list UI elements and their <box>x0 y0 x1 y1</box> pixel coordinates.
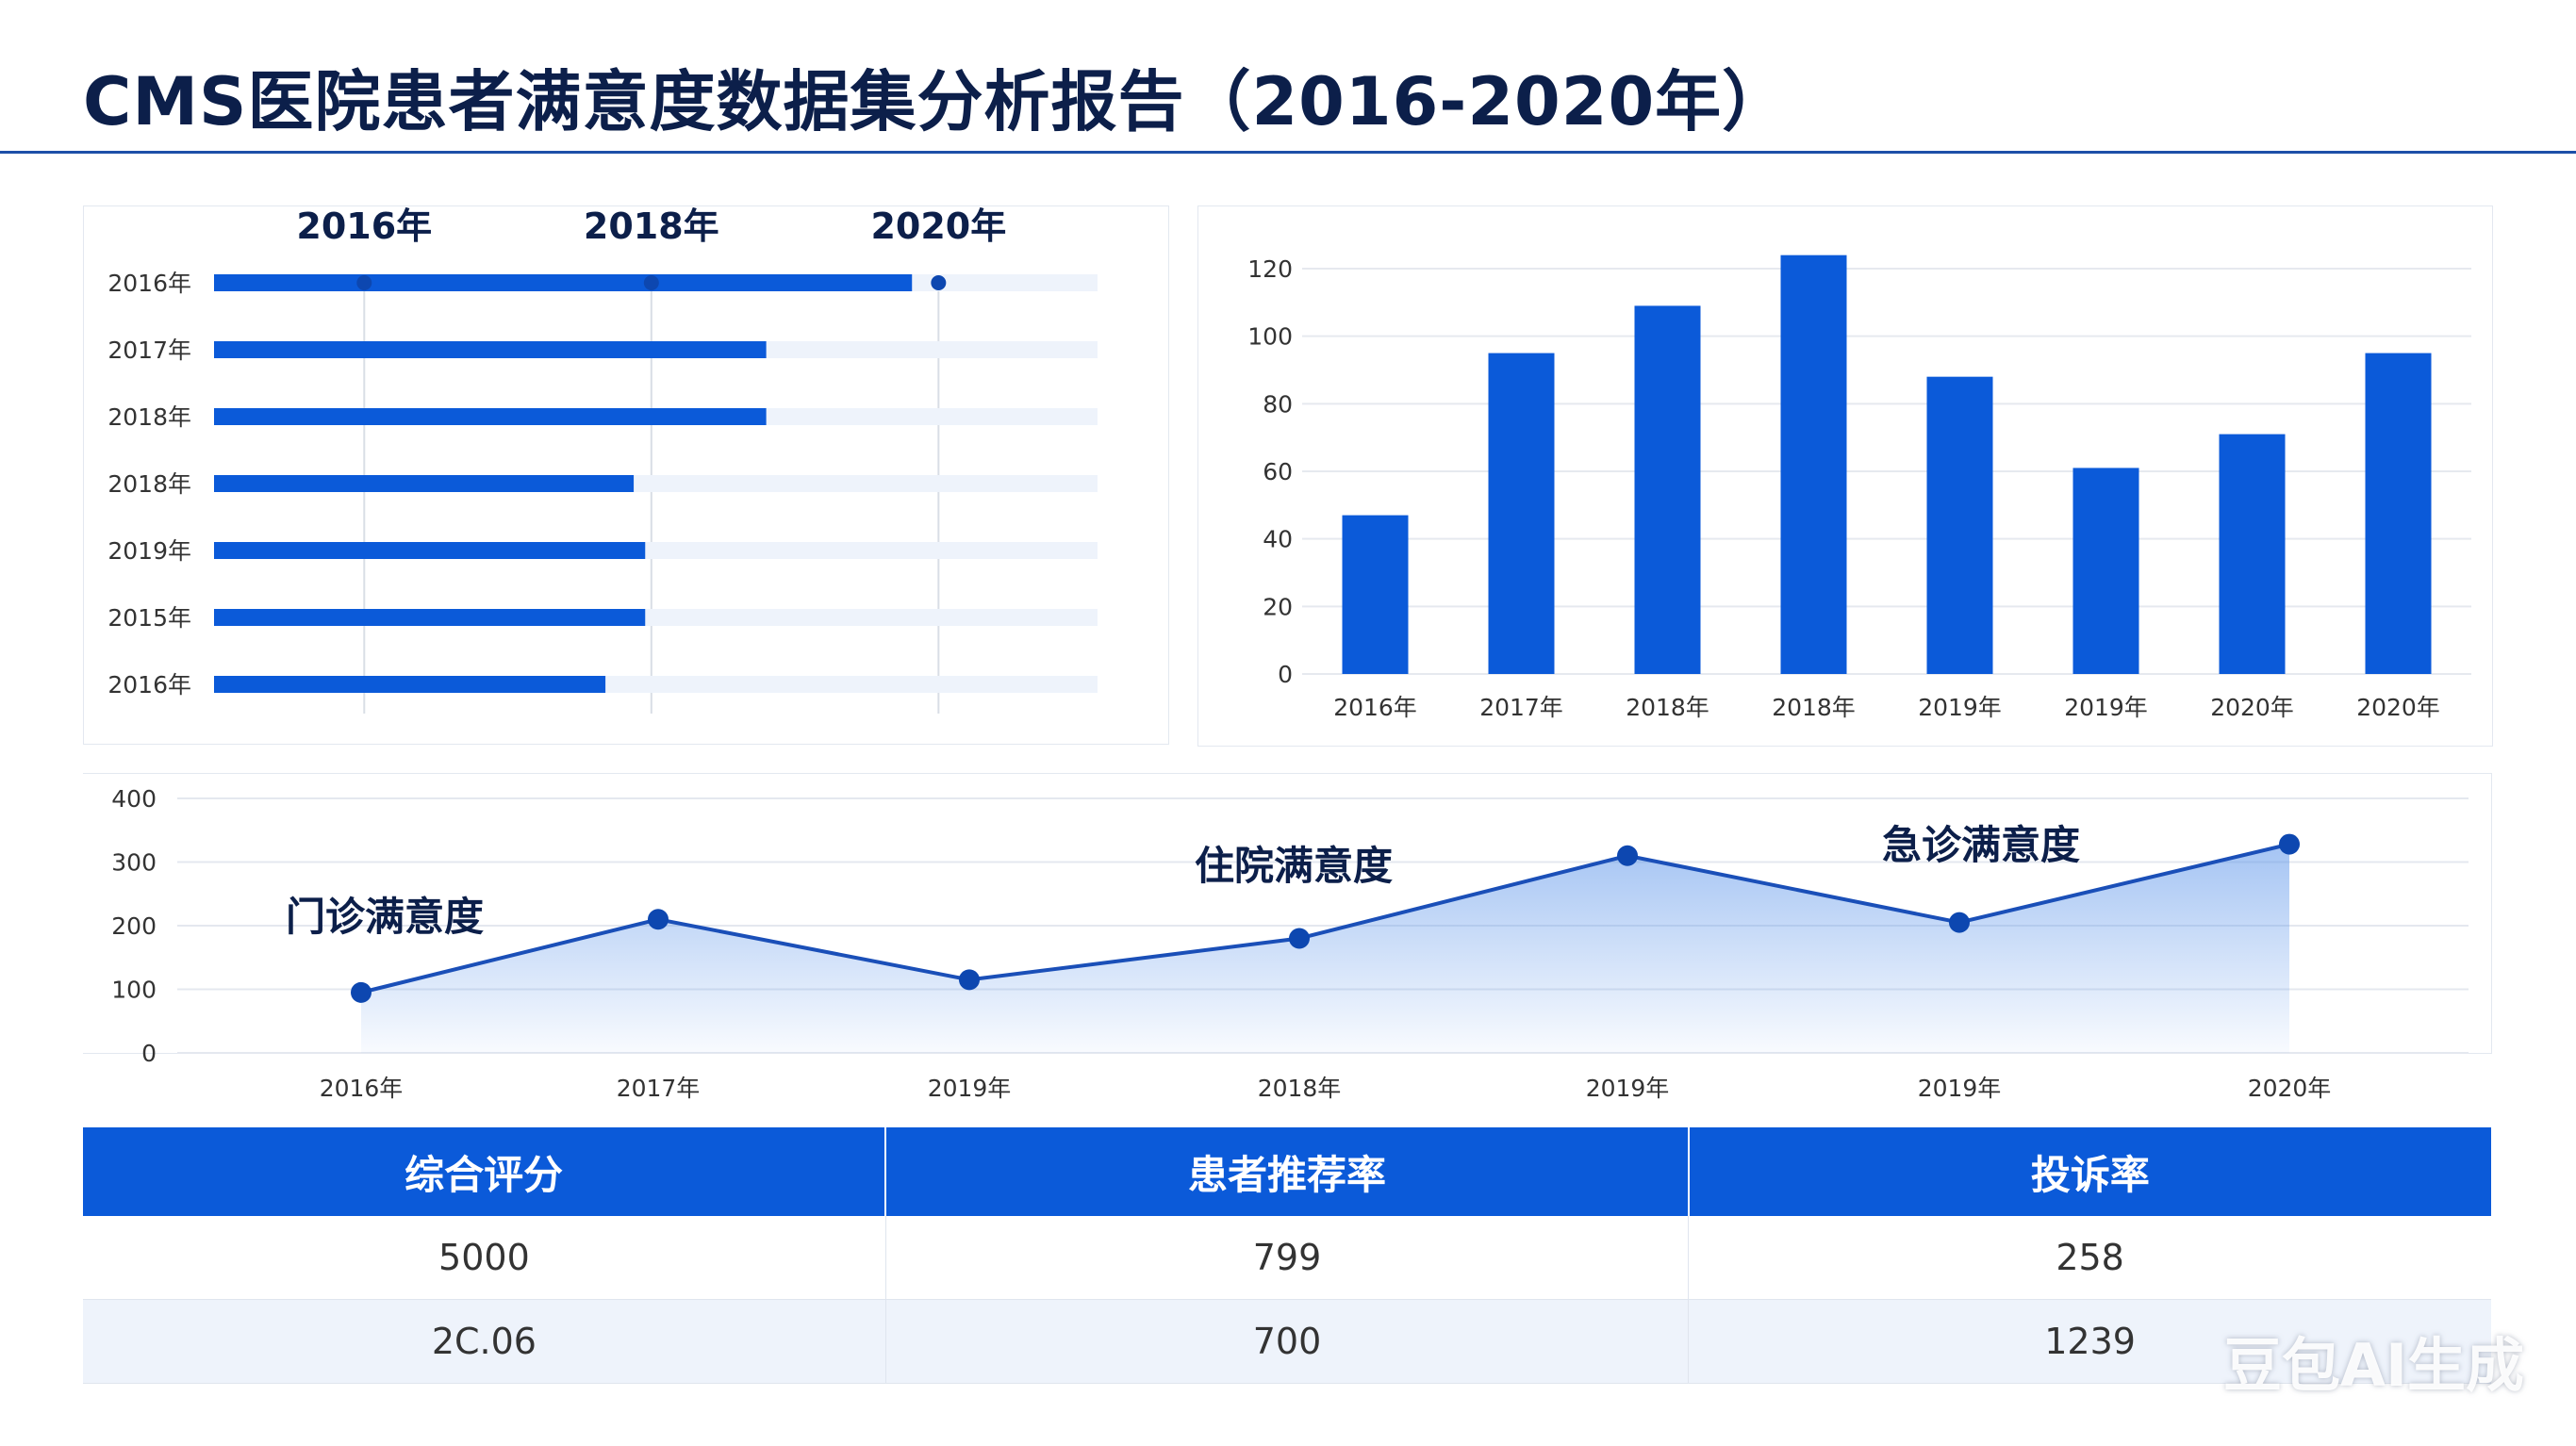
y-tick-label: 0 <box>141 1040 157 1067</box>
data-point <box>1949 912 1970 933</box>
x-tick-label: 2019年 <box>928 1075 1012 1102</box>
y-tick-label: 200 <box>111 912 157 940</box>
table-cell: 700 <box>885 1299 1690 1384</box>
x-tick-label: 2019年 <box>1918 694 2002 721</box>
marker-dot <box>643 275 659 290</box>
bar <box>2365 353 2432 674</box>
bar <box>1634 305 1701 674</box>
x-tick-label: 2020年 <box>2210 694 2294 721</box>
x-tick-label: 2017年 <box>617 1075 701 1102</box>
y-tick-label: 2015年 <box>107 604 191 632</box>
x-tick-label: 2018年 <box>1258 1075 1342 1102</box>
data-point <box>1289 928 1310 949</box>
annotation-label: 住院满意度 <box>1195 843 1393 889</box>
x-tick-label: 2019年 <box>1586 1075 1670 1102</box>
top-label: 2020年 <box>870 206 1006 247</box>
table-cell: 258 <box>1688 1216 2491 1300</box>
bar <box>214 408 767 425</box>
y-tick-label: 20 <box>1263 593 1293 620</box>
y-tick-label: 2016年 <box>107 270 191 297</box>
bar <box>2219 434 2286 674</box>
annotation-label: 门诊满意度 <box>286 894 484 940</box>
y-tick-label: 40 <box>1263 526 1293 553</box>
y-tick-label: 400 <box>111 785 157 813</box>
page-title: CMS医院患者满意度数据集分析报告（2016-2020年） <box>83 63 1790 140</box>
table-cell: 5000 <box>83 1216 886 1300</box>
y-tick-label: 80 <box>1263 390 1293 418</box>
vertical-bar-chart-panel: 0 20 40 60 80 100 120 2016年 2017年 2018年 2018年 2019… <box>1197 205 2493 747</box>
vertical-bar-chart: 0 20 40 60 80 100 120 2016年 2017年 2018年 2018年 2019… <box>1247 255 2471 721</box>
marker-dot <box>931 275 947 290</box>
table-header-row: 综合评分 患者推荐率 投诉率 <box>83 1127 2491 1216</box>
x-tick-label: 2017年 <box>1479 694 1563 721</box>
y-tick-label: 100 <box>111 977 157 1004</box>
area-fill <box>361 844 2289 1053</box>
data-point <box>648 909 669 930</box>
bar <box>214 341 767 358</box>
x-tick-label: 2016年 <box>320 1075 404 1102</box>
horizontal-bar-chart: 2016年 2018年 2020年 2016年 2017年 2018年 2018年 2019… <box>107 205 1098 714</box>
y-tick-label: 60 <box>1263 458 1293 485</box>
bar <box>1780 255 1847 674</box>
data-point <box>1617 845 1638 866</box>
y-tick-label: 2019年 <box>107 537 191 565</box>
y-tick-label: 300 <box>111 849 157 877</box>
y-tick-label: 0 <box>1278 661 1293 688</box>
table-cell: 2C.06 <box>83 1299 886 1384</box>
x-tick-label: 2019年 <box>2064 694 2148 721</box>
bar <box>1342 515 1409 674</box>
table-header-complaint-rate: 投诉率 <box>1688 1127 2491 1216</box>
kpi-table: 综合评分 患者推荐率 投诉率 5000 799 258 2C.06 700 12… <box>83 1127 2491 1384</box>
data-point <box>351 981 372 1003</box>
bar <box>214 676 606 693</box>
top-label: 2018年 <box>584 206 719 247</box>
table-cell: 799 <box>885 1216 1690 1300</box>
table-row: 5000 799 258 <box>83 1216 2491 1300</box>
bar <box>1926 376 1993 674</box>
marker-dot <box>356 275 372 290</box>
bar <box>214 542 646 559</box>
y-tick-label: 120 <box>1247 255 1293 283</box>
x-tick-label: 2020年 <box>2248 1075 2332 1102</box>
y-tick-label: 2018年 <box>107 403 191 431</box>
area-line-chart: 0 100 200 300 400 2016年 2017年 2019年 2018年 2019年 2… <box>111 785 2469 1102</box>
area-line-chart-panel: 0 100 200 300 400 2016年 2017年 2019年 2018年 2019年 2… <box>83 773 2492 1102</box>
bar <box>214 475 635 492</box>
x-tick-label: 2019年 <box>1918 1075 2002 1102</box>
x-tick-label: 2016年 <box>1333 694 1417 721</box>
table-row: 2C.06 700 1239 <box>83 1299 2491 1384</box>
x-tick-label: 2018年 <box>1626 694 1709 721</box>
x-tick-label: 2018年 <box>1772 694 1856 721</box>
data-point <box>2279 833 2300 855</box>
watermark: 豆包AI生成 <box>2223 1331 2525 1400</box>
table-header-overall-score: 综合评分 <box>83 1127 887 1216</box>
bar <box>1488 353 1555 674</box>
bar <box>214 609 646 626</box>
y-tick-label: 2016年 <box>107 671 191 698</box>
top-label: 2016年 <box>296 206 432 247</box>
data-point <box>959 969 980 991</box>
y-tick-label: 100 <box>1247 323 1293 351</box>
x-tick-label: 2020年 <box>2356 694 2440 721</box>
table-header-recommend-rate: 患者推荐率 <box>885 1127 1690 1216</box>
table-cell: 1239 <box>1688 1299 2491 1384</box>
y-tick-label: 2017年 <box>107 337 191 364</box>
horizontal-bar-chart-panel: 2016年 2018年 2020年 2016年 2017年 2018年 2018年 2019… <box>83 205 1169 745</box>
y-tick-label: 2018年 <box>107 470 191 498</box>
annotation-label: 急诊满意度 <box>1882 822 2080 868</box>
bar <box>2072 468 2139 674</box>
bar <box>214 274 913 291</box>
title-divider <box>0 151 2576 154</box>
